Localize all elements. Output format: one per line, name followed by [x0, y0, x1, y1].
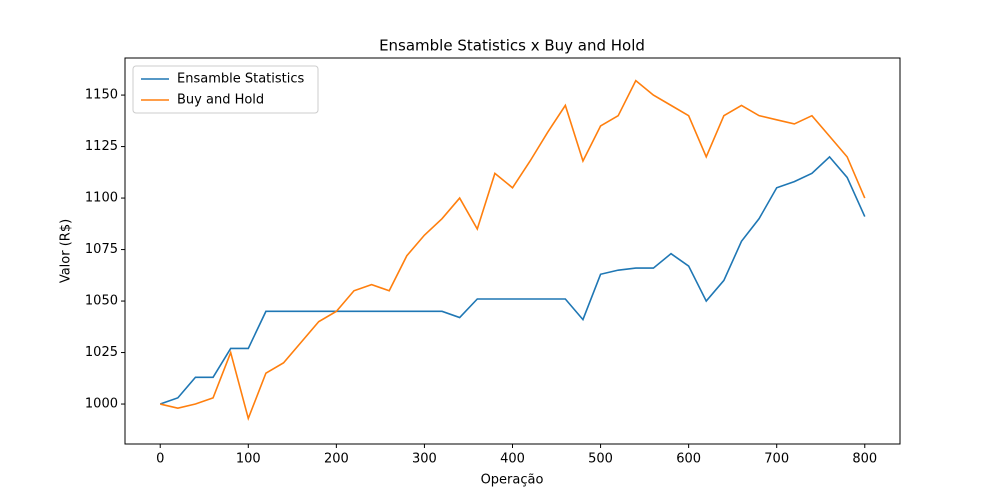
legend-label: Buy and Hold	[177, 93, 264, 108]
line-series	[160, 79, 866, 422]
y-tick-label: 1100	[85, 191, 118, 206]
legend-box	[132, 65, 319, 114]
x-tick-label: 300	[412, 452, 437, 467]
y-tick-label: 1125	[85, 139, 118, 154]
y-tick-label: 1150	[85, 88, 118, 103]
line-series	[159, 155, 866, 405]
y-tick-label: 1025	[85, 345, 118, 360]
x-tick-label: 200	[324, 452, 349, 467]
x-tick-label: 0	[156, 452, 164, 467]
y-axis-label: Valor (R$)	[59, 219, 74, 283]
x-tick-label: 700	[764, 452, 789, 467]
plot-frame	[124, 57, 901, 445]
legend-label: Ensamble Statistics	[177, 72, 305, 87]
x-tick-label: 400	[500, 452, 525, 467]
chart-title: Ensamble Statistics x Buy and Hold	[379, 37, 645, 55]
x-tick-label: 500	[588, 452, 613, 467]
y-tick-label: 1075	[85, 242, 118, 257]
x-axis-label: Operação	[481, 473, 544, 488]
x-tick-label: 600	[676, 452, 701, 467]
x-tick-label: 100	[236, 452, 261, 467]
y-tick-label: 1000	[85, 397, 118, 412]
y-tick-label: 1050	[85, 294, 118, 309]
x-tick-label: 800	[852, 452, 877, 467]
